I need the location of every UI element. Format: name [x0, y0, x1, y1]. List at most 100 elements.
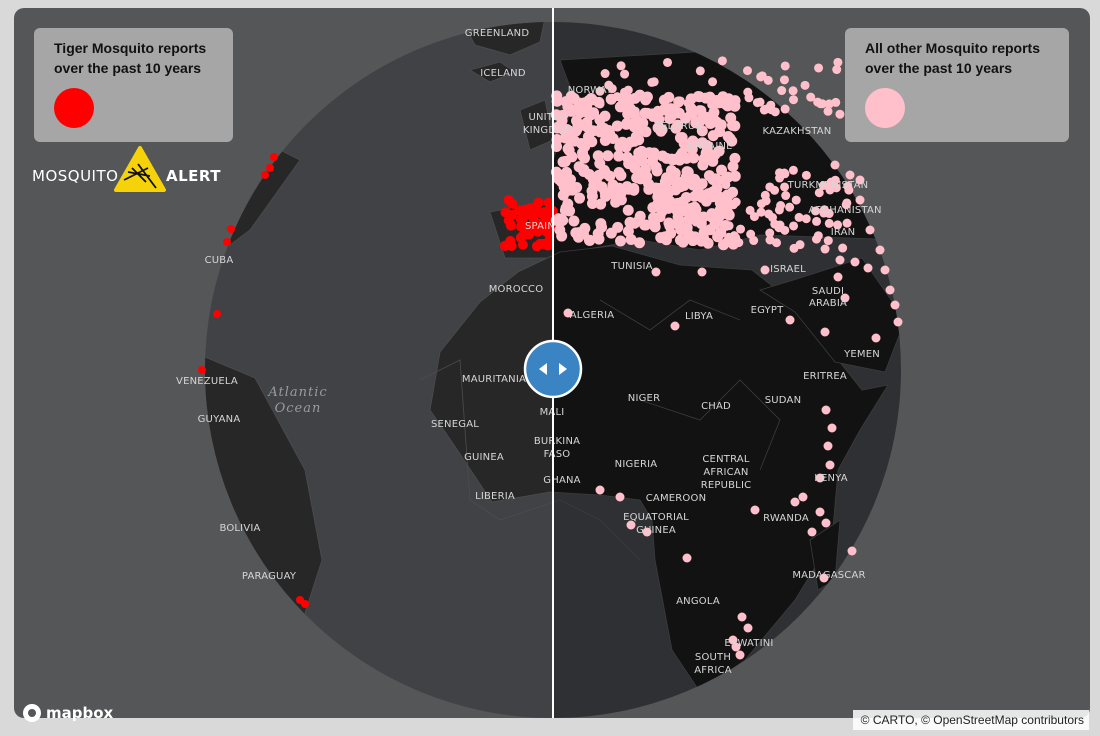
report-dot: [703, 170, 715, 182]
report-dot: [790, 497, 800, 507]
attribution[interactable]: © CARTO, © OpenStreetMap contributors: [861, 713, 1084, 727]
report-dot: [717, 175, 727, 185]
report-dot: [710, 114, 720, 124]
report-dot: [885, 285, 895, 295]
report-dot: [521, 224, 532, 235]
report-dot: [749, 212, 759, 222]
report-dot: [602, 188, 614, 200]
report-dot: [266, 164, 274, 172]
report-dot: [843, 181, 853, 191]
report-dot: [680, 191, 692, 203]
report-dot: [819, 573, 829, 583]
report-dot: [815, 507, 825, 517]
report-dot: [301, 600, 309, 608]
handle-circle[interactable]: [523, 339, 583, 399]
report-dot: [855, 195, 865, 205]
report-dot: [577, 150, 589, 162]
map-label: ARABIA: [809, 298, 847, 309]
report-dot: [661, 197, 673, 209]
map-label: SAUDI: [812, 286, 844, 297]
mapbox-wordmark: mapbox: [46, 704, 114, 722]
iceland: [468, 61, 516, 83]
report-dot: [713, 145, 725, 157]
report-dot: [827, 423, 837, 433]
report-dot: [563, 308, 573, 318]
report-dot: [727, 119, 739, 131]
report-dot: [675, 152, 687, 164]
report-dot: [865, 225, 875, 235]
report-dot: [728, 635, 738, 645]
map-label: CAMEROON: [646, 493, 707, 504]
report-dot: [779, 75, 789, 85]
map-label: MOROCCO: [489, 284, 544, 295]
report-dot: [223, 238, 231, 246]
report-dot: [671, 181, 683, 193]
report-dot: [814, 63, 824, 73]
report-dot: [637, 155, 649, 167]
report-dot: [640, 126, 652, 138]
map-label: EGYPT: [751, 305, 785, 316]
report-dot: [583, 168, 595, 180]
report-dot: [830, 160, 840, 170]
report-dot: [500, 240, 511, 251]
report-dot: [607, 84, 617, 94]
map-label: LIBYA: [685, 311, 713, 322]
report-dot: [535, 219, 546, 230]
report-dot: [835, 109, 845, 119]
report-dot: [752, 98, 762, 108]
attribution-box: [853, 710, 1089, 730]
report-dot: [227, 225, 235, 233]
report-dot: [583, 234, 595, 246]
report-dot: [586, 185, 598, 197]
report-dot: [756, 72, 766, 82]
report-dot: [648, 112, 658, 122]
report-dot: [814, 188, 824, 198]
report-dot: [777, 86, 787, 96]
report-dot: [672, 211, 684, 223]
report-dot: [893, 317, 903, 327]
map-label: CHAD: [701, 401, 731, 412]
map-label: UKRAINE: [687, 141, 732, 152]
report-dot: [622, 204, 634, 216]
report-dot: [651, 267, 661, 277]
report-dot: [500, 207, 511, 218]
report-dot: [707, 155, 719, 167]
report-dot: [588, 107, 600, 119]
report-dot: [615, 492, 625, 502]
report-dot: [719, 205, 729, 215]
report-dot: [643, 178, 655, 190]
compare-handle[interactable]: [523, 339, 583, 399]
map-label: AFRICAN: [703, 467, 748, 478]
report-dot: [624, 216, 636, 228]
mapbox-logo[interactable]: mapbox: [23, 704, 114, 722]
report-dot: [630, 106, 640, 116]
ocean-label: Ocean: [275, 401, 322, 416]
report-dot: [695, 66, 705, 76]
report-dot: [768, 213, 778, 223]
report-dot: [750, 505, 760, 515]
report-dot: [823, 106, 833, 116]
map-label: AFRICA: [694, 665, 732, 676]
report-dot: [605, 227, 617, 239]
report-dot: [715, 227, 727, 239]
report-dot: [707, 100, 717, 110]
report-dot: [533, 206, 544, 217]
report-dot: [655, 125, 667, 137]
report-dot: [573, 227, 585, 239]
report-dot: [704, 224, 716, 236]
report-dot: [845, 170, 855, 180]
report-dot: [562, 143, 574, 155]
map-label: MALI: [540, 407, 565, 418]
map-label: SOUTH: [695, 652, 731, 663]
report-dot: [863, 263, 873, 273]
report-dot: [871, 333, 881, 343]
map-label: GUINEA: [464, 452, 504, 463]
report-dot: [692, 185, 704, 197]
report-dot: [743, 623, 753, 633]
report-dot: [817, 99, 827, 109]
report-dot: [555, 176, 567, 188]
map-label: NIGERIA: [615, 459, 658, 470]
map-label: GUYANA: [198, 414, 241, 425]
